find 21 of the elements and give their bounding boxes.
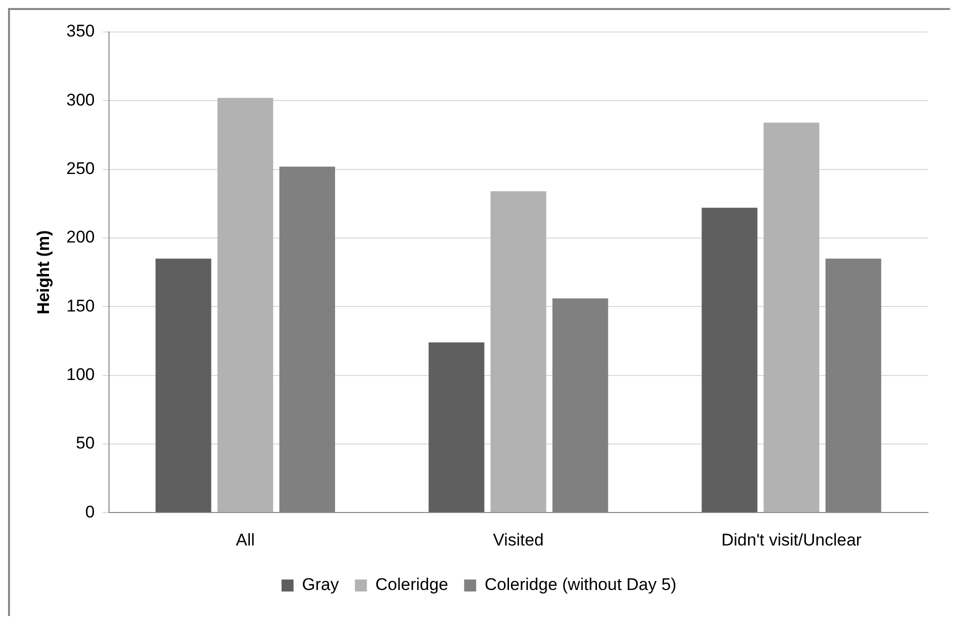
x-tick-label: All bbox=[236, 530, 255, 550]
y-tick-label: 150 bbox=[66, 296, 95, 316]
x-tick-label: Didn't visit/Unclear bbox=[721, 530, 862, 550]
y-tick-label: 0 bbox=[85, 502, 95, 522]
x-tick-label: Visited bbox=[493, 530, 544, 550]
y-tick-label: 200 bbox=[66, 228, 95, 247]
bar bbox=[490, 191, 546, 512]
bar bbox=[156, 258, 212, 512]
y-tick-label: 100 bbox=[66, 364, 95, 384]
y-tick-label: 350 bbox=[66, 22, 95, 41]
bar bbox=[217, 98, 274, 512]
legend-label: Gray bbox=[302, 575, 340, 594]
legend-label: Coleridge bbox=[375, 575, 448, 594]
y-tick-label: 300 bbox=[66, 90, 95, 110]
y-tick-label: 250 bbox=[66, 159, 95, 178]
bar bbox=[428, 342, 484, 512]
bar bbox=[702, 208, 758, 512]
bar bbox=[764, 122, 820, 512]
legend-label: Coleridge (without Day 5) bbox=[484, 575, 676, 594]
y-axis-title: Height (m) bbox=[34, 230, 53, 314]
y-tick-label: 50 bbox=[76, 434, 95, 453]
